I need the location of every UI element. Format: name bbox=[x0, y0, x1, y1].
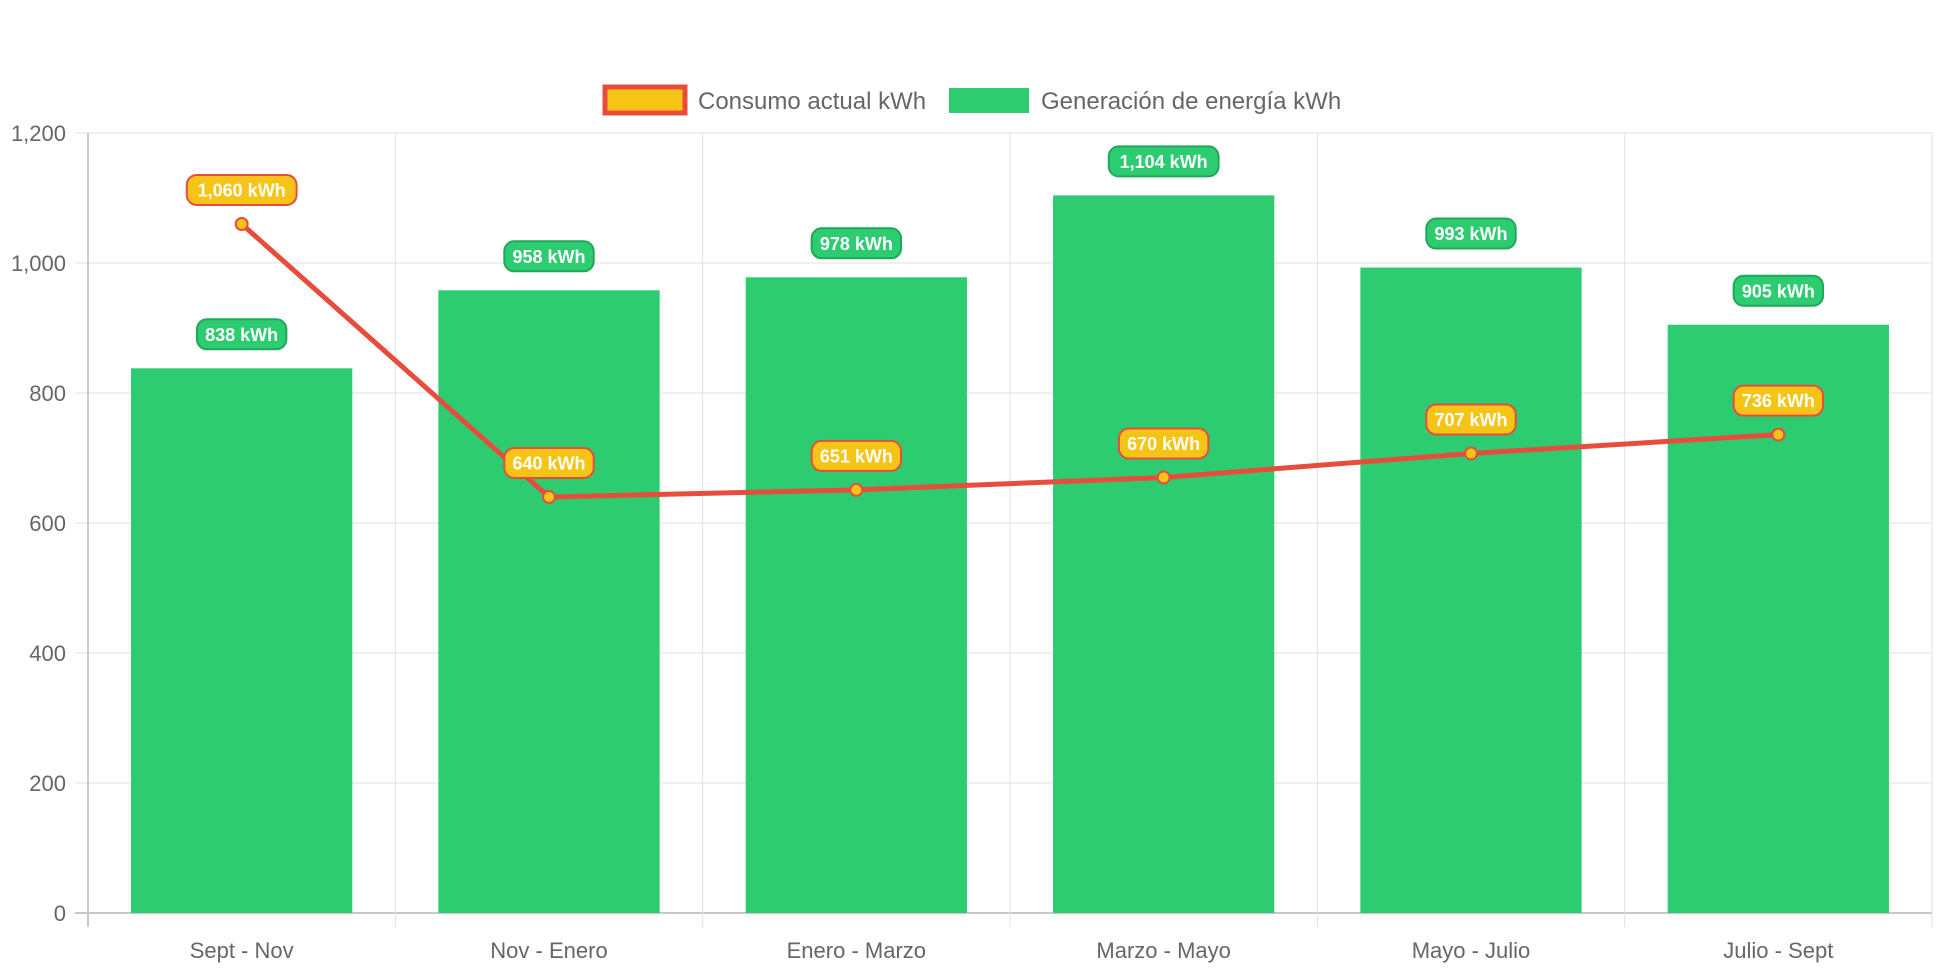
consumption-data-label-text: 1,060 kWh bbox=[198, 181, 286, 201]
generation-bar[interactable] bbox=[1360, 267, 1582, 913]
data-label-box bbox=[503, 240, 595, 273]
generation-bar[interactable] bbox=[131, 368, 353, 913]
legend-swatch-generacion bbox=[949, 88, 1029, 113]
consumption-data-label: 640 kWh bbox=[503, 447, 595, 479]
consumption-point[interactable] bbox=[1771, 427, 1786, 442]
generation-data-label-text: 978 kWh bbox=[820, 234, 893, 254]
generation-data-label-text: 1,104 kWh bbox=[1120, 152, 1208, 172]
consumption-data-label-text: 736 kWh bbox=[1742, 391, 1815, 411]
consumption-data-label-text: 651 kWh bbox=[820, 446, 893, 466]
consumption-data-label-text: 640 kWh bbox=[512, 454, 585, 474]
y-tick-label: 0 bbox=[54, 901, 66, 926]
consumption-point[interactable] bbox=[234, 217, 249, 231]
data-label-box bbox=[195, 318, 288, 351]
consumption-point[interactable] bbox=[1156, 470, 1171, 485]
generation-data-label-text: 993 kWh bbox=[1434, 224, 1507, 244]
data-label-box bbox=[1425, 217, 1517, 250]
consumption-data-label: 651 kWh bbox=[810, 439, 903, 472]
generation-bar[interactable] bbox=[745, 277, 967, 913]
x-tick-label: Sept - Nov bbox=[190, 938, 294, 963]
y-tick-label: 200 bbox=[29, 771, 66, 796]
legend-label-generacion: Generación de energía kWh bbox=[1041, 88, 1341, 115]
y-tick-label: 800 bbox=[29, 381, 66, 406]
generation-bar[interactable] bbox=[438, 290, 660, 913]
data-label-box bbox=[1425, 403, 1517, 436]
x-tick-label: Mayo - Julio bbox=[1412, 938, 1531, 963]
y-tick-label: 1,000 bbox=[11, 251, 66, 276]
consumption-point[interactable] bbox=[1464, 446, 1478, 461]
consumption-point[interactable] bbox=[849, 482, 864, 497]
consumption-data-label: 736 kWh bbox=[1732, 384, 1825, 417]
x-tick-label: Marzo - Mayo bbox=[1096, 938, 1230, 963]
data-label-box bbox=[810, 227, 903, 260]
generation-data-label-text: 958 kWh bbox=[512, 247, 585, 267]
generation-bar[interactable] bbox=[1667, 324, 1889, 913]
data-label-box bbox=[1732, 384, 1825, 417]
legend: Consumo actual kWh Generación de energía… bbox=[602, 84, 1341, 116]
consumption-data-label: 1,060 kWh bbox=[185, 174, 298, 206]
generation-data-label-text: 838 kWh bbox=[205, 325, 278, 345]
data-label-box bbox=[1117, 427, 1210, 460]
legend-swatch-consumo bbox=[602, 84, 688, 116]
data-label-box bbox=[503, 447, 595, 479]
y-tick-label: 600 bbox=[29, 511, 66, 536]
bars bbox=[131, 195, 1889, 913]
data-label-box bbox=[810, 439, 903, 472]
consumption-line bbox=[239, 221, 1781, 500]
legend-item-consumo[interactable]: Consumo actual kWh bbox=[602, 84, 926, 116]
consumption-point[interactable] bbox=[542, 490, 556, 504]
legend-item-generacion[interactable]: Generación de energía kWh bbox=[949, 88, 1341, 115]
legend-label-consumo: Consumo actual kWh bbox=[698, 88, 926, 115]
data-label-box bbox=[185, 174, 298, 206]
y-tick-label: 1,200 bbox=[11, 121, 66, 146]
generation-data-label: 1,104 kWh bbox=[1107, 145, 1220, 178]
data-label-box bbox=[1732, 274, 1825, 307]
axes: 0 200 400 600 800 1,000 1,200 Sept - Nov Nov - E… bbox=[11, 121, 1833, 963]
generation-bar[interactable] bbox=[1053, 195, 1275, 913]
x-tick-label: Enero - Marzo bbox=[787, 938, 926, 963]
data-labels: 838 kWh 958 kWh 978 kWh 1,104 kWh 993 kWh 905… bbox=[185, 145, 1825, 479]
consumption-data-label: 670 kWh bbox=[1117, 427, 1210, 460]
consumption-data-label: 707 kWh bbox=[1425, 403, 1517, 436]
generation-data-label: 978 kWh bbox=[810, 227, 903, 260]
x-tick-label: Julio - Sept bbox=[1723, 938, 1833, 963]
x-tick-label: Nov - Enero bbox=[490, 938, 607, 963]
generation-data-label: 905 kWh bbox=[1732, 274, 1825, 307]
line-series bbox=[234, 217, 1786, 504]
consumption-data-label-text: 670 kWh bbox=[1127, 434, 1200, 454]
consumption-data-label-text: 707 kWh bbox=[1434, 410, 1507, 430]
data-label-box bbox=[1107, 145, 1220, 178]
grid bbox=[75, 132, 1933, 927]
y-tick-label: 400 bbox=[29, 641, 66, 666]
generation-data-label: 993 kWh bbox=[1425, 217, 1517, 250]
generation-data-label-text: 905 kWh bbox=[1742, 281, 1815, 301]
generation-data-label: 838 kWh bbox=[195, 318, 288, 351]
generation-data-label: 958 kWh bbox=[503, 240, 595, 273]
